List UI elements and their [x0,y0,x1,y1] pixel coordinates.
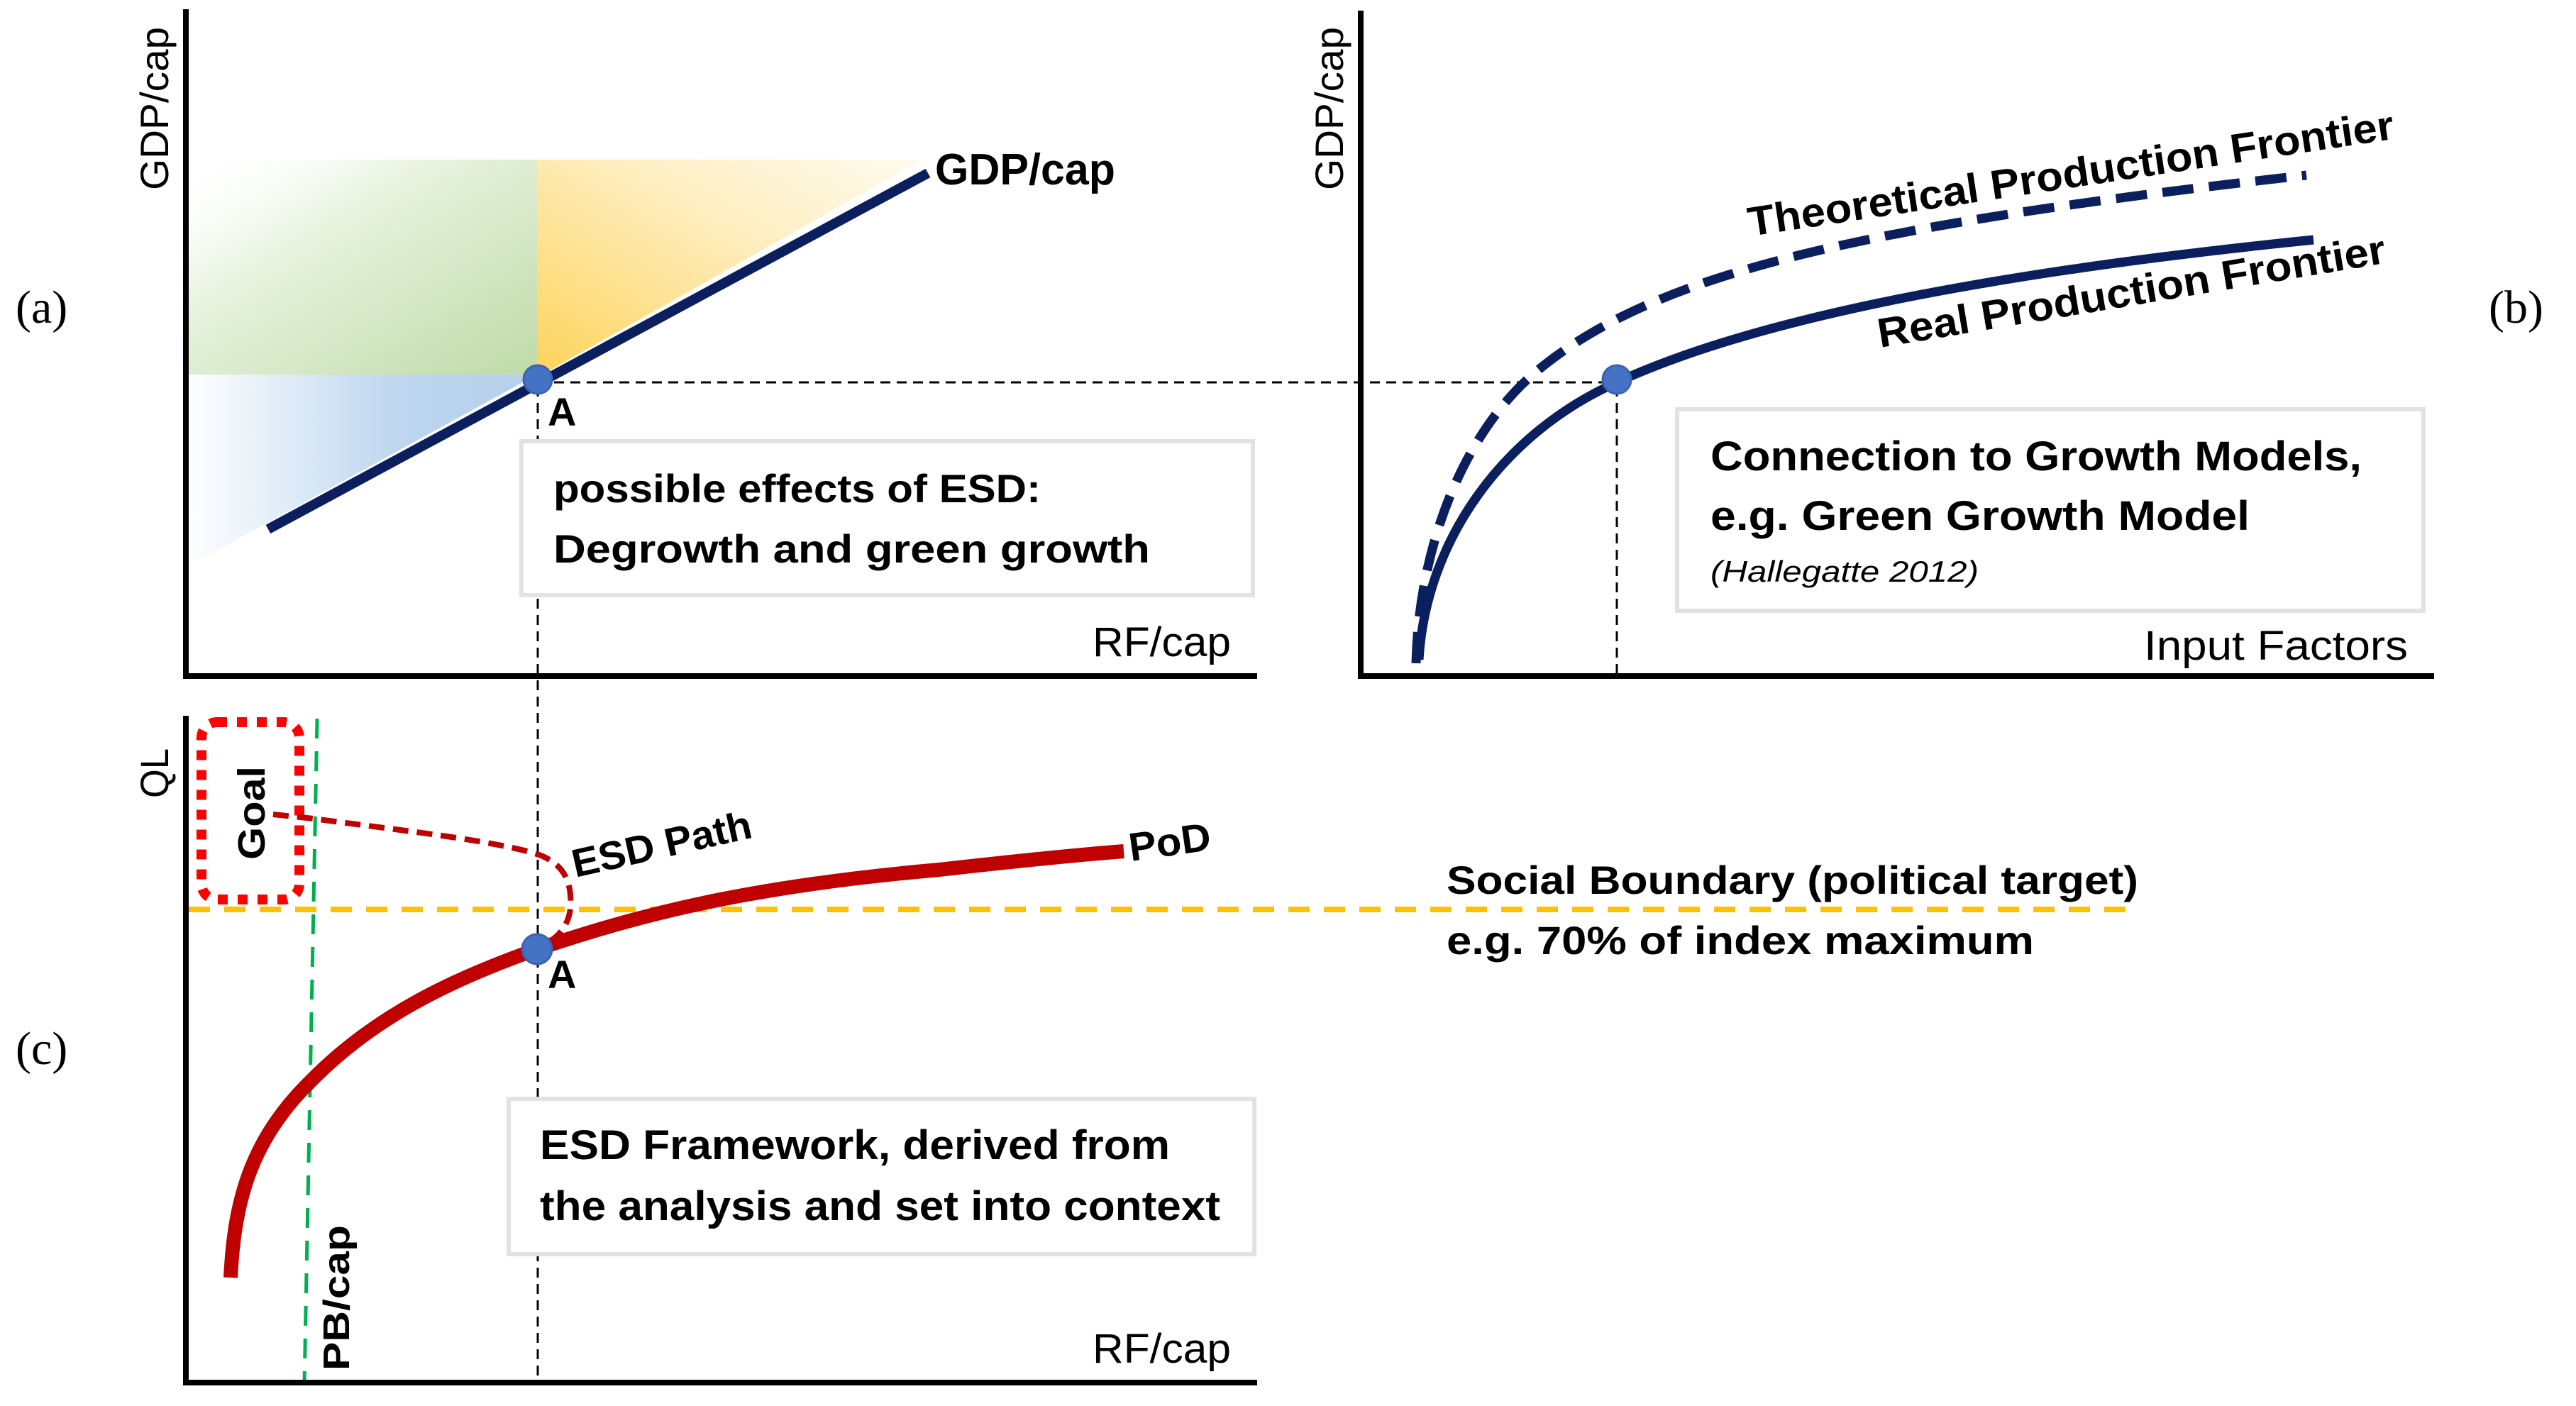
social-boundary-label: Social Boundary (political target) [1447,858,2138,902]
y-axis-label-c: QL [132,748,177,798]
theoretical-production-frontier [1411,170,2307,664]
goal-box [197,717,304,904]
textbox-b [1675,407,2426,613]
point-a-label: A [548,389,576,434]
esd-path-label: ESD Path [568,802,756,886]
point-c-label: A [548,952,576,997]
textbox-c-line1: ESD Framework, derived from [540,1122,1170,1168]
textbox-b-line2: e.g. Green Growth Model [1710,493,2250,539]
degrowth-region [186,375,537,568]
point-b-marker [1601,364,1632,395]
yellow-region [537,160,922,377]
panel-label-a: (a) [16,282,67,333]
theoretical-frontier-label: Theoretical Production Frontier [1745,102,2397,245]
panel-b: Theoretical Production Frontier Real Pro… [1307,11,2543,679]
pod-label: PoD [1126,814,1214,870]
x-axis-label-c: RF/cap [1093,1326,1231,1372]
y-axis-label-b: GDP/cap [1307,27,1351,190]
x-axis-label-a: RF/cap [1093,619,1231,665]
point-a-marker [522,364,553,395]
esd-path [272,812,574,943]
textbox-a [519,439,1255,597]
panel-label-c: (c) [16,1023,67,1075]
planetary-boundary-line [302,718,319,1385]
panel-label-b: (b) [2489,282,2543,333]
textbox-b-line1: Connection to Growth Models, [1710,433,2362,480]
y-axis-label-a: GDP/cap [132,27,177,190]
textbox-c-line2: the analysis and set into context [540,1183,1220,1229]
textbox-c [507,1097,1256,1256]
gdp-line-label: GDP/cap [935,145,1115,194]
gdp-line [265,168,931,534]
green-growth-region [186,160,537,375]
x-axis-label-b: Input Factors [2144,623,2408,669]
panel-c: Goal A ESD Path PoD PB/cap Social Bounda… [16,716,2138,1385]
panel-a: A GDP/cap GDP/cap RF/cap possible effect… [16,9,1617,1383]
point-c-marker [521,933,553,965]
goal-label: Goal [231,766,273,860]
real-production-frontier [1414,235,2314,660]
textbox-a-line1: possible effects of ESD: [553,466,1041,511]
pb-cap-label: PB/cap [316,1225,358,1371]
textbox-a-line2: Degrowth and green growth [553,526,1150,571]
social-boundary-note: e.g. 70% of index maximum [1447,918,2034,963]
textbox-b-citation: (Hallegatte 2012) [1710,555,1979,588]
